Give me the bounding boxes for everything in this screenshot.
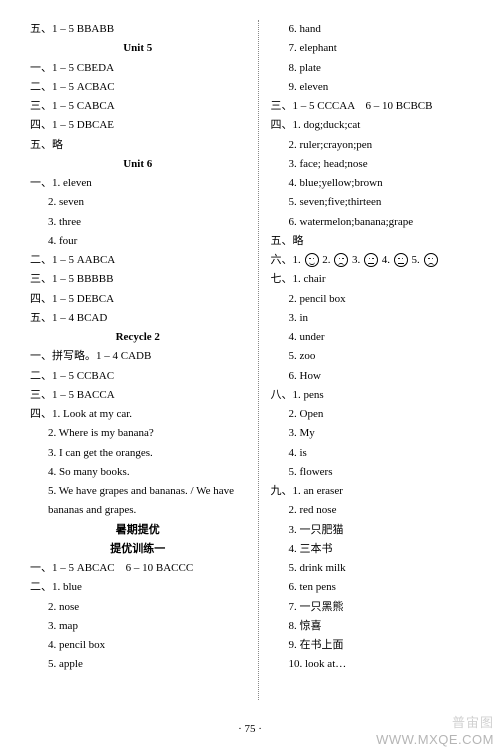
- text-line: 2. ruler;crayon;pen: [271, 136, 486, 155]
- text-line: 2. nose: [30, 598, 246, 617]
- text-line: 3. 一只肥猫: [271, 521, 486, 540]
- label: 5.: [412, 254, 420, 266]
- section-heading: 提优训练一: [30, 540, 246, 559]
- text-line: 7. 一只黑熊: [271, 598, 486, 617]
- watermark-url: WWW.MXQE.COM: [376, 732, 494, 747]
- face-icon: [305, 253, 319, 267]
- text-line: 5. apple: [30, 655, 246, 674]
- text-line: 4. 三本书: [271, 540, 486, 559]
- page-content: 五、1 – 5 BBABB Unit 5 一、1 – 5 CBEDA 二、1 –…: [0, 0, 500, 710]
- section-heading: 暑期提优: [30, 521, 246, 540]
- text-line: 四、1 – 5 DEBCA: [30, 290, 246, 309]
- text-line: 4. four: [30, 232, 246, 251]
- text-line: 4. blue;yellow;brown: [271, 174, 486, 193]
- face-icon: [394, 253, 408, 267]
- text-line: 5. seven;five;thirteen: [271, 193, 486, 212]
- text-line: 4. So many books.: [30, 463, 246, 482]
- label: 六、1.: [271, 254, 301, 266]
- text-line: 一、1 – 5 ABCAC 6 – 10 BACCC: [30, 559, 246, 578]
- text-line: 2. red nose: [271, 501, 486, 520]
- text-line: 一、1 – 5 CBEDA: [30, 59, 246, 78]
- text-line: 9. 在书上面: [271, 636, 486, 655]
- text-line: 五、略: [271, 232, 486, 251]
- text-line: 2. Open: [271, 405, 486, 424]
- text-line: 5. flowers: [271, 463, 486, 482]
- text-line: 10. look at…: [271, 655, 486, 674]
- text-line: 二、1. blue: [30, 578, 246, 597]
- text-line: 3. face; head;nose: [271, 155, 486, 174]
- watermark-logo: 普宙图: [452, 712, 494, 731]
- text-line: 9. eleven: [271, 78, 486, 97]
- text-line: 三、1 – 5 BACCA: [30, 386, 246, 405]
- text-line: 4. is: [271, 444, 486, 463]
- text-line: 八、1. pens: [271, 386, 486, 405]
- label: 2.: [322, 254, 330, 266]
- text-line: 8. 惊喜: [271, 617, 486, 636]
- text-line: 3. in: [271, 309, 486, 328]
- text-line: 3. three: [30, 213, 246, 232]
- text-line: 五、略: [30, 136, 246, 155]
- text-line: 三、1 – 5 BBBBB: [30, 270, 246, 289]
- text-line: 四、1. dog;duck;cat: [271, 116, 486, 135]
- text-line: 7. elephant: [271, 39, 486, 58]
- text-line: 3. I can get the oranges.: [30, 444, 246, 463]
- text-line: 5. drink milk: [271, 559, 486, 578]
- text-line: 6. watermelon;banana;grape: [271, 213, 486, 232]
- text-line: 2. pencil box: [271, 290, 486, 309]
- text-line: 三、1 – 5 CCCAA 6 – 10 BCBCB: [271, 97, 486, 116]
- text-line: 4. pencil box: [30, 636, 246, 655]
- text-line: 8. plate: [271, 59, 486, 78]
- text-line: 二、1 – 5 CCBAC: [30, 367, 246, 386]
- text-line: 七、1. chair: [271, 270, 486, 289]
- text-line: bananas and grapes.: [30, 501, 246, 520]
- text-line: 2. Where is my banana?: [30, 424, 246, 443]
- text-line: 二、1 – 5 AABCA: [30, 251, 246, 270]
- text-line: 3. map: [30, 617, 246, 636]
- text-line: 4. under: [271, 328, 486, 347]
- text-line: 一、拼写略。1 – 4 CADB: [30, 347, 246, 366]
- face-icon: [364, 253, 378, 267]
- text-line: 四、1 – 5 DBCAE: [30, 116, 246, 135]
- unit-heading: Unit 6: [30, 155, 246, 174]
- text-line: 五、1 – 4 BCAD: [30, 309, 246, 328]
- unit-heading: Recycle 2: [30, 328, 246, 347]
- text-line: 6. How: [271, 367, 486, 386]
- text-line: 一、1. eleven: [30, 174, 246, 193]
- text-line: 五、1 – 5 BBABB: [30, 20, 246, 39]
- unit-heading: Unit 5: [30, 39, 246, 58]
- faces-line: 六、1. 2. 3. 4. 5.: [271, 251, 486, 270]
- face-icon: [334, 253, 348, 267]
- right-column: 6. hand 7. elephant 8. plate 9. eleven 三…: [258, 20, 486, 700]
- text-line: 二、1 – 5 ACBAC: [30, 78, 246, 97]
- label: 3.: [352, 254, 360, 266]
- text-line: 四、1. Look at my car.: [30, 405, 246, 424]
- text-line: 6. ten pens: [271, 578, 486, 597]
- text-line: 3. My: [271, 424, 486, 443]
- text-line: 6. hand: [271, 20, 486, 39]
- text-line: 九、1. an eraser: [271, 482, 486, 501]
- left-column: 五、1 – 5 BBABB Unit 5 一、1 – 5 CBEDA 二、1 –…: [30, 20, 258, 700]
- text-line: 5. zoo: [271, 347, 486, 366]
- face-icon: [424, 253, 438, 267]
- text-line: 5. We have grapes and bananas. / We have: [30, 482, 246, 501]
- text-line: 三、1 – 5 CABCA: [30, 97, 246, 116]
- text-line: 2. seven: [30, 193, 246, 212]
- label: 4.: [382, 254, 390, 266]
